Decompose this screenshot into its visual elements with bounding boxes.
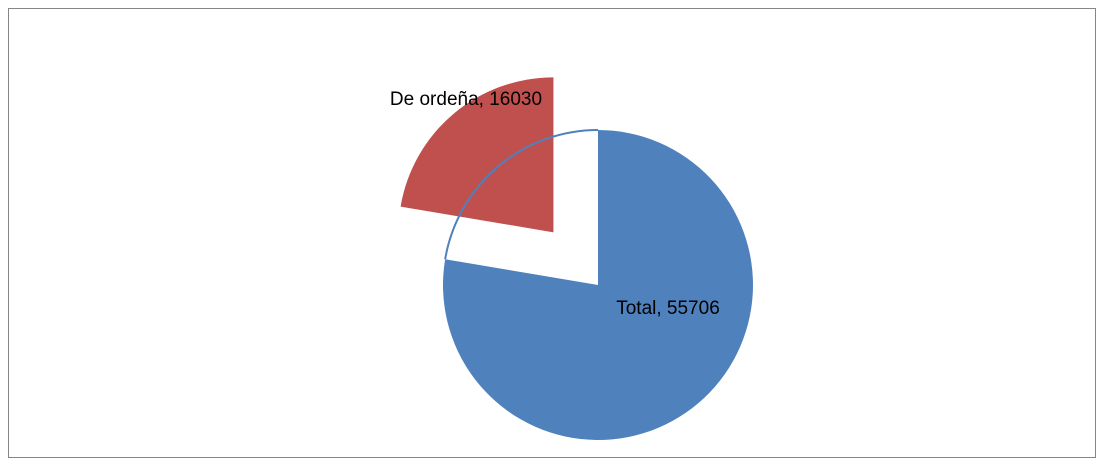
- label-separator: ,: [656, 298, 667, 319]
- label-separator: ,: [479, 89, 490, 110]
- label-value: 16030: [489, 89, 542, 110]
- pie-slice: [400, 77, 554, 233]
- slice-outline: [444, 129, 599, 260]
- data-label: Total, 55706: [616, 298, 720, 319]
- label-category: De ordeña: [390, 89, 479, 110]
- label-category: Total: [616, 298, 656, 319]
- label-value: 55706: [667, 298, 720, 319]
- pie-slice: [442, 130, 753, 440]
- data-label: De ordeña, 16030: [390, 89, 542, 110]
